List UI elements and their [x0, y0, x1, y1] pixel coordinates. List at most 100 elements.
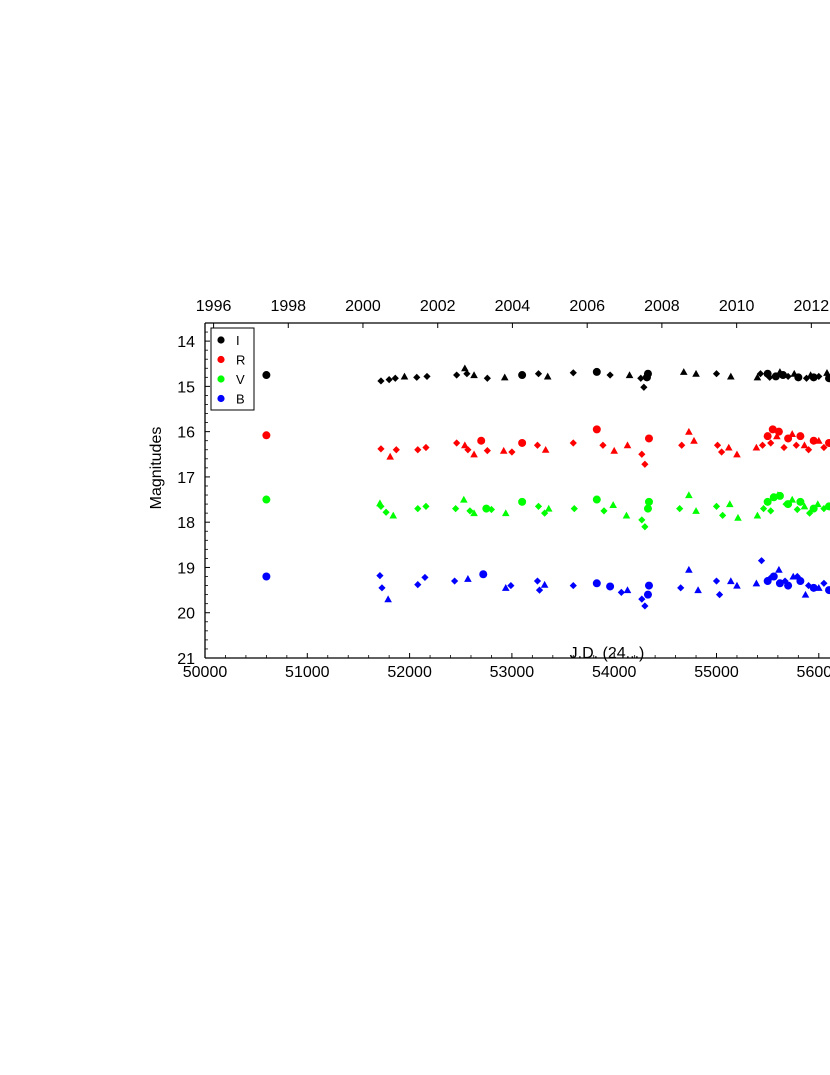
top-tick-label: 1996: [196, 298, 232, 315]
point-triangle: [734, 513, 742, 521]
point-diamond: [713, 441, 722, 449]
point-circle: [825, 438, 830, 447]
point-diamond: [423, 372, 431, 381]
point-diamond: [640, 383, 648, 391]
point-diamond: [569, 369, 577, 377]
legend-label: B: [236, 392, 245, 407]
point-circle: [262, 495, 271, 504]
point-diamond: [569, 581, 577, 590]
point-diamond: [793, 505, 801, 514]
y-tick-label: 20: [177, 606, 195, 623]
point-diamond: [377, 445, 385, 453]
point-diamond: [678, 441, 686, 449]
point-diamond: [570, 505, 578, 513]
point-diamond: [453, 439, 461, 447]
point-triangle: [685, 427, 693, 435]
top-tick-label: 2012: [794, 298, 830, 315]
point-circle: [592, 367, 601, 376]
point-triangle: [464, 574, 472, 582]
point-diamond: [382, 508, 390, 516]
point-circle: [262, 371, 271, 380]
point-circle: [825, 586, 830, 595]
point-circle: [262, 431, 271, 440]
point-triangle: [823, 368, 830, 376]
point-diamond: [641, 460, 649, 468]
point-circle: [644, 497, 653, 506]
point-diamond: [533, 441, 542, 449]
point-triangle: [725, 500, 734, 508]
point-triangle: [400, 372, 409, 380]
point-diamond: [421, 573, 429, 582]
point-diamond: [767, 439, 775, 447]
point-circle: [518, 438, 527, 447]
point-diamond: [392, 446, 400, 454]
point-circle: [482, 504, 491, 513]
point-triangle: [544, 504, 553, 512]
point-circle: [518, 497, 527, 506]
point-diamond: [820, 443, 828, 452]
point-diamond: [413, 373, 421, 381]
point-triangle: [752, 579, 761, 587]
legend-marker: [217, 375, 225, 383]
series-V: [262, 491, 830, 531]
point-diamond: [535, 586, 544, 594]
point-triangle: [386, 452, 394, 460]
point-diamond: [780, 443, 788, 452]
point-circle: [796, 497, 805, 506]
point-triangle: [694, 586, 702, 594]
point-circle: [768, 425, 777, 434]
point-triangle: [501, 584, 510, 591]
point-diamond: [758, 441, 767, 449]
point-triangle: [815, 436, 823, 444]
point-triangle: [501, 509, 510, 517]
point-circle: [763, 497, 772, 506]
point-triangle: [541, 445, 550, 453]
point-diamond: [606, 371, 614, 379]
point-diamond: [759, 505, 768, 513]
point-triangle: [389, 511, 398, 519]
point-triangle: [773, 432, 781, 440]
point-triangle: [692, 369, 700, 377]
point-triangle: [470, 450, 478, 458]
series-B: [262, 557, 830, 610]
point-triangle: [788, 495, 797, 503]
point-triangle: [470, 371, 478, 379]
point-diamond: [541, 509, 549, 517]
point-triangle: [752, 443, 761, 451]
point-circle: [643, 504, 652, 513]
point-diamond: [718, 448, 726, 456]
point-circle: [644, 434, 653, 443]
point-diamond: [638, 516, 646, 524]
point-triangle: [806, 371, 815, 379]
point-triangle: [623, 586, 632, 594]
point-diamond: [792, 441, 800, 449]
point-diamond: [820, 505, 828, 513]
data-points-layer: [262, 364, 830, 610]
point-triangle: [685, 491, 693, 499]
point-circle: [262, 572, 271, 581]
point-circle: [606, 582, 615, 591]
point-diamond: [483, 374, 491, 382]
top-tick-label: 2010: [719, 298, 755, 315]
point-diamond: [641, 523, 649, 531]
point-diamond: [676, 505, 684, 513]
point-diamond: [804, 446, 813, 454]
point-diamond: [487, 505, 496, 514]
y-tick-label: 15: [177, 379, 195, 396]
legend-marker: [217, 355, 225, 364]
legend-label: I: [236, 333, 240, 348]
point-circle: [592, 425, 601, 434]
point-diamond: [805, 509, 814, 517]
point-diamond: [712, 577, 721, 585]
point-diamond: [414, 446, 422, 454]
top-tick-label: 2008: [644, 298, 680, 315]
point-triangle: [788, 430, 797, 437]
point-triangle: [733, 581, 741, 589]
point-circle: [592, 495, 601, 504]
point-diamond: [781, 577, 789, 585]
point-diamond: [569, 439, 577, 447]
legend-label: R: [236, 353, 245, 368]
point-triangle: [801, 590, 810, 598]
point-triangle: [690, 436, 698, 444]
point-diamond: [377, 377, 385, 385]
